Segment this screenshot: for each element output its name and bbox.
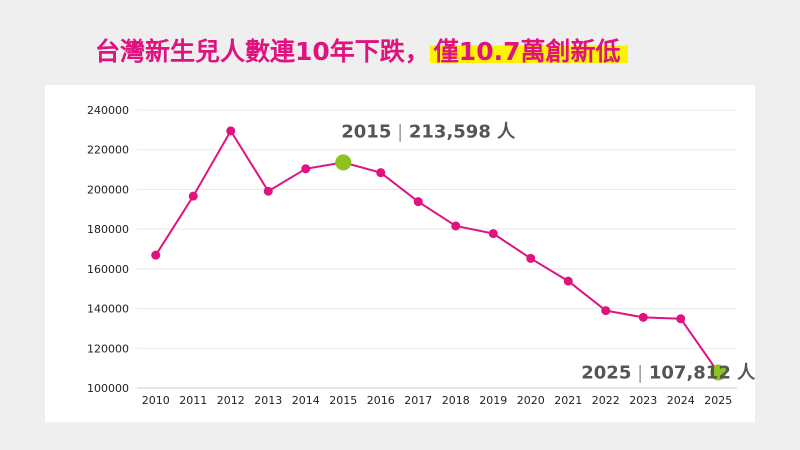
annotation-separator: | bbox=[391, 121, 409, 142]
data-point bbox=[188, 191, 198, 201]
y-tick-label: 120000 bbox=[87, 342, 129, 355]
y-tick-label: 160000 bbox=[87, 263, 129, 276]
data-point bbox=[676, 314, 686, 324]
title-main: 台灣新生兒人數連10年下跌， bbox=[95, 37, 430, 66]
data-point bbox=[638, 312, 648, 322]
title-highlight: 僅10.7萬創新低 bbox=[429, 37, 629, 66]
chart-title: 台灣新生兒人數連10年下跌， 僅10.7萬創新低 bbox=[95, 32, 629, 68]
annotation-label: 2015 | 213,598 人 bbox=[341, 121, 516, 142]
x-tick-label: 2024 bbox=[667, 394, 695, 407]
x-tick-label: 2012 bbox=[217, 394, 245, 407]
data-point bbox=[376, 168, 386, 178]
annotation-value: 213,598 人 bbox=[409, 121, 516, 142]
x-tick-label: 2011 bbox=[179, 394, 207, 407]
annotation-label: 2025 | 107,812 人 bbox=[581, 362, 756, 383]
x-tick-label: 2023 bbox=[629, 394, 657, 407]
data-point bbox=[601, 306, 611, 316]
chart-card bbox=[45, 85, 755, 422]
y-tick-label: 220000 bbox=[87, 144, 129, 157]
x-tick-label: 2021 bbox=[554, 394, 582, 407]
data-point bbox=[413, 197, 423, 207]
data-point bbox=[151, 250, 161, 260]
data-point bbox=[563, 276, 573, 286]
series-line bbox=[154, 128, 720, 374]
annotation-separator: | bbox=[631, 362, 649, 383]
x-tick-label: 2015 bbox=[329, 394, 357, 407]
annotation-value: 107,812 人 bbox=[649, 362, 756, 383]
y-tick-label: 140000 bbox=[87, 303, 129, 316]
x-tick-label: 2025 bbox=[704, 394, 732, 407]
data-point bbox=[451, 221, 461, 231]
highlight-point bbox=[710, 364, 727, 381]
data-point bbox=[301, 164, 311, 174]
highlight-point bbox=[335, 154, 352, 171]
x-tick-label: 2019 bbox=[479, 394, 507, 407]
y-tick-label: 180000 bbox=[87, 223, 129, 236]
x-tick-label: 2020 bbox=[517, 394, 545, 407]
annotation-year: 2025 bbox=[581, 362, 631, 383]
x-tick-label: 2016 bbox=[367, 394, 395, 407]
x-tick-label: 2018 bbox=[442, 394, 470, 407]
data-point bbox=[488, 229, 498, 239]
x-tick-label: 2022 bbox=[592, 394, 620, 407]
x-tick-label: 2014 bbox=[292, 394, 320, 407]
x-tick-label: 2013 bbox=[254, 394, 282, 407]
y-tick-label: 100000 bbox=[87, 382, 129, 395]
data-point bbox=[226, 126, 236, 136]
data-point bbox=[263, 186, 273, 196]
y-tick-label: 200000 bbox=[87, 183, 129, 196]
x-tick-label: 2010 bbox=[142, 394, 170, 407]
y-tick-label: 240000 bbox=[87, 104, 129, 117]
annotation-year: 2015 bbox=[341, 121, 391, 142]
data-point bbox=[526, 253, 536, 263]
x-tick-label: 2017 bbox=[404, 394, 432, 407]
